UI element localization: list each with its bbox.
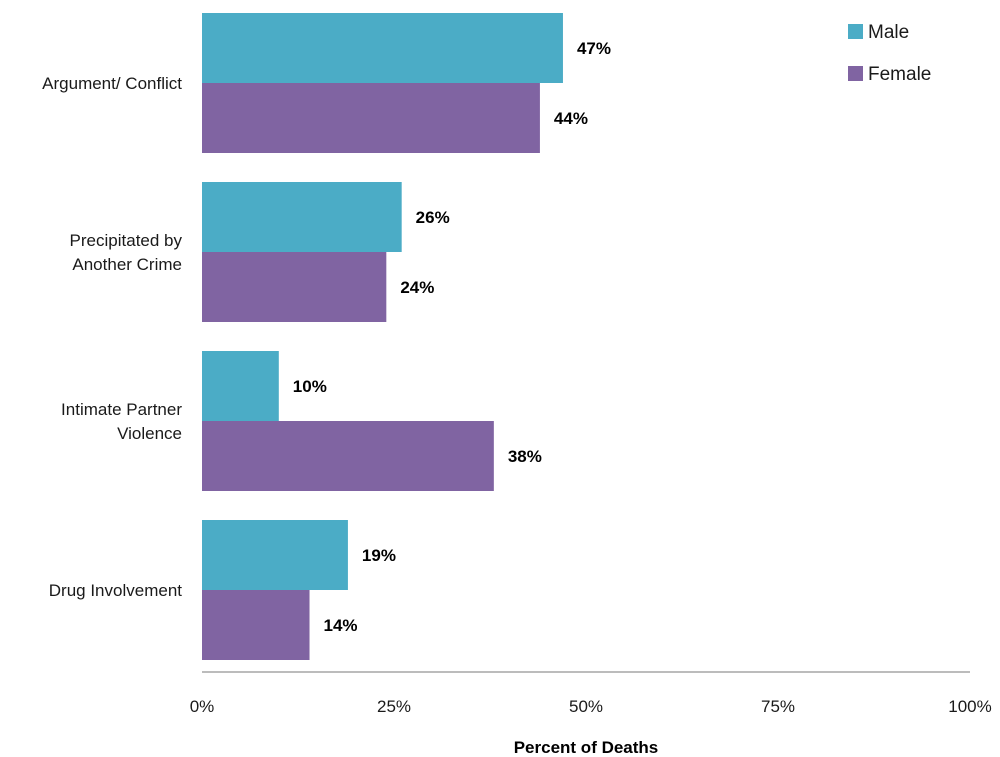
labels-layer: 47% 44% Argument/ Conflict 26% 24% Precipitat… xyxy=(42,39,611,635)
x-axis-ticks: 0% 25% 50% 75% 100% xyxy=(190,697,992,716)
x-tick-label-1: 25% xyxy=(377,697,411,716)
legend-label-female: Female xyxy=(868,64,931,85)
bar-male-1 xyxy=(202,182,402,252)
x-tick-label-0: 0% xyxy=(190,697,215,716)
data-label-male-2: 10% xyxy=(293,377,327,396)
legend: Male Female xyxy=(848,22,931,85)
data-label-female-1: 24% xyxy=(400,278,434,297)
category-label-0: Argument/ Conflict xyxy=(42,74,182,93)
bar-female-0 xyxy=(202,83,540,153)
data-label-female-2: 38% xyxy=(508,447,542,466)
category-label-3: Drug Involvement xyxy=(49,581,183,600)
x-tick-label-4: 100% xyxy=(948,697,991,716)
legend-swatch-female xyxy=(848,66,863,81)
bar-male-0 xyxy=(202,13,563,83)
data-label-female-0: 44% xyxy=(554,109,588,128)
bar-female-1 xyxy=(202,252,387,322)
category-label-line: Precipitated by xyxy=(70,231,183,250)
data-label-male-3: 19% xyxy=(362,546,396,565)
bar-female-2 xyxy=(202,421,494,491)
category-label-line: Intimate Partner xyxy=(61,400,182,419)
category-label-2: Intimate Partner Violence xyxy=(61,400,182,443)
category-label-line: Argument/ Conflict xyxy=(42,74,182,93)
bar-male-2 xyxy=(202,351,279,421)
data-label-male-1: 26% xyxy=(416,208,450,227)
x-tick-label-3: 75% xyxy=(761,697,795,716)
x-axis-title: Percent of Deaths xyxy=(514,738,659,757)
bars-layer xyxy=(202,13,563,660)
category-label-1: Precipitated by Another Crime xyxy=(70,231,183,274)
x-tick-label-2: 50% xyxy=(569,697,603,716)
legend-label-male: Male xyxy=(868,22,909,43)
bar-male-3 xyxy=(202,520,348,590)
data-label-male-0: 47% xyxy=(577,39,611,58)
category-label-line: Another Crime xyxy=(72,255,182,274)
data-label-female-3: 14% xyxy=(324,616,358,635)
bar-female-3 xyxy=(202,590,310,660)
category-label-line: Violence xyxy=(117,424,182,443)
legend-swatch-male xyxy=(848,24,863,39)
category-label-line: Drug Involvement xyxy=(49,581,183,600)
